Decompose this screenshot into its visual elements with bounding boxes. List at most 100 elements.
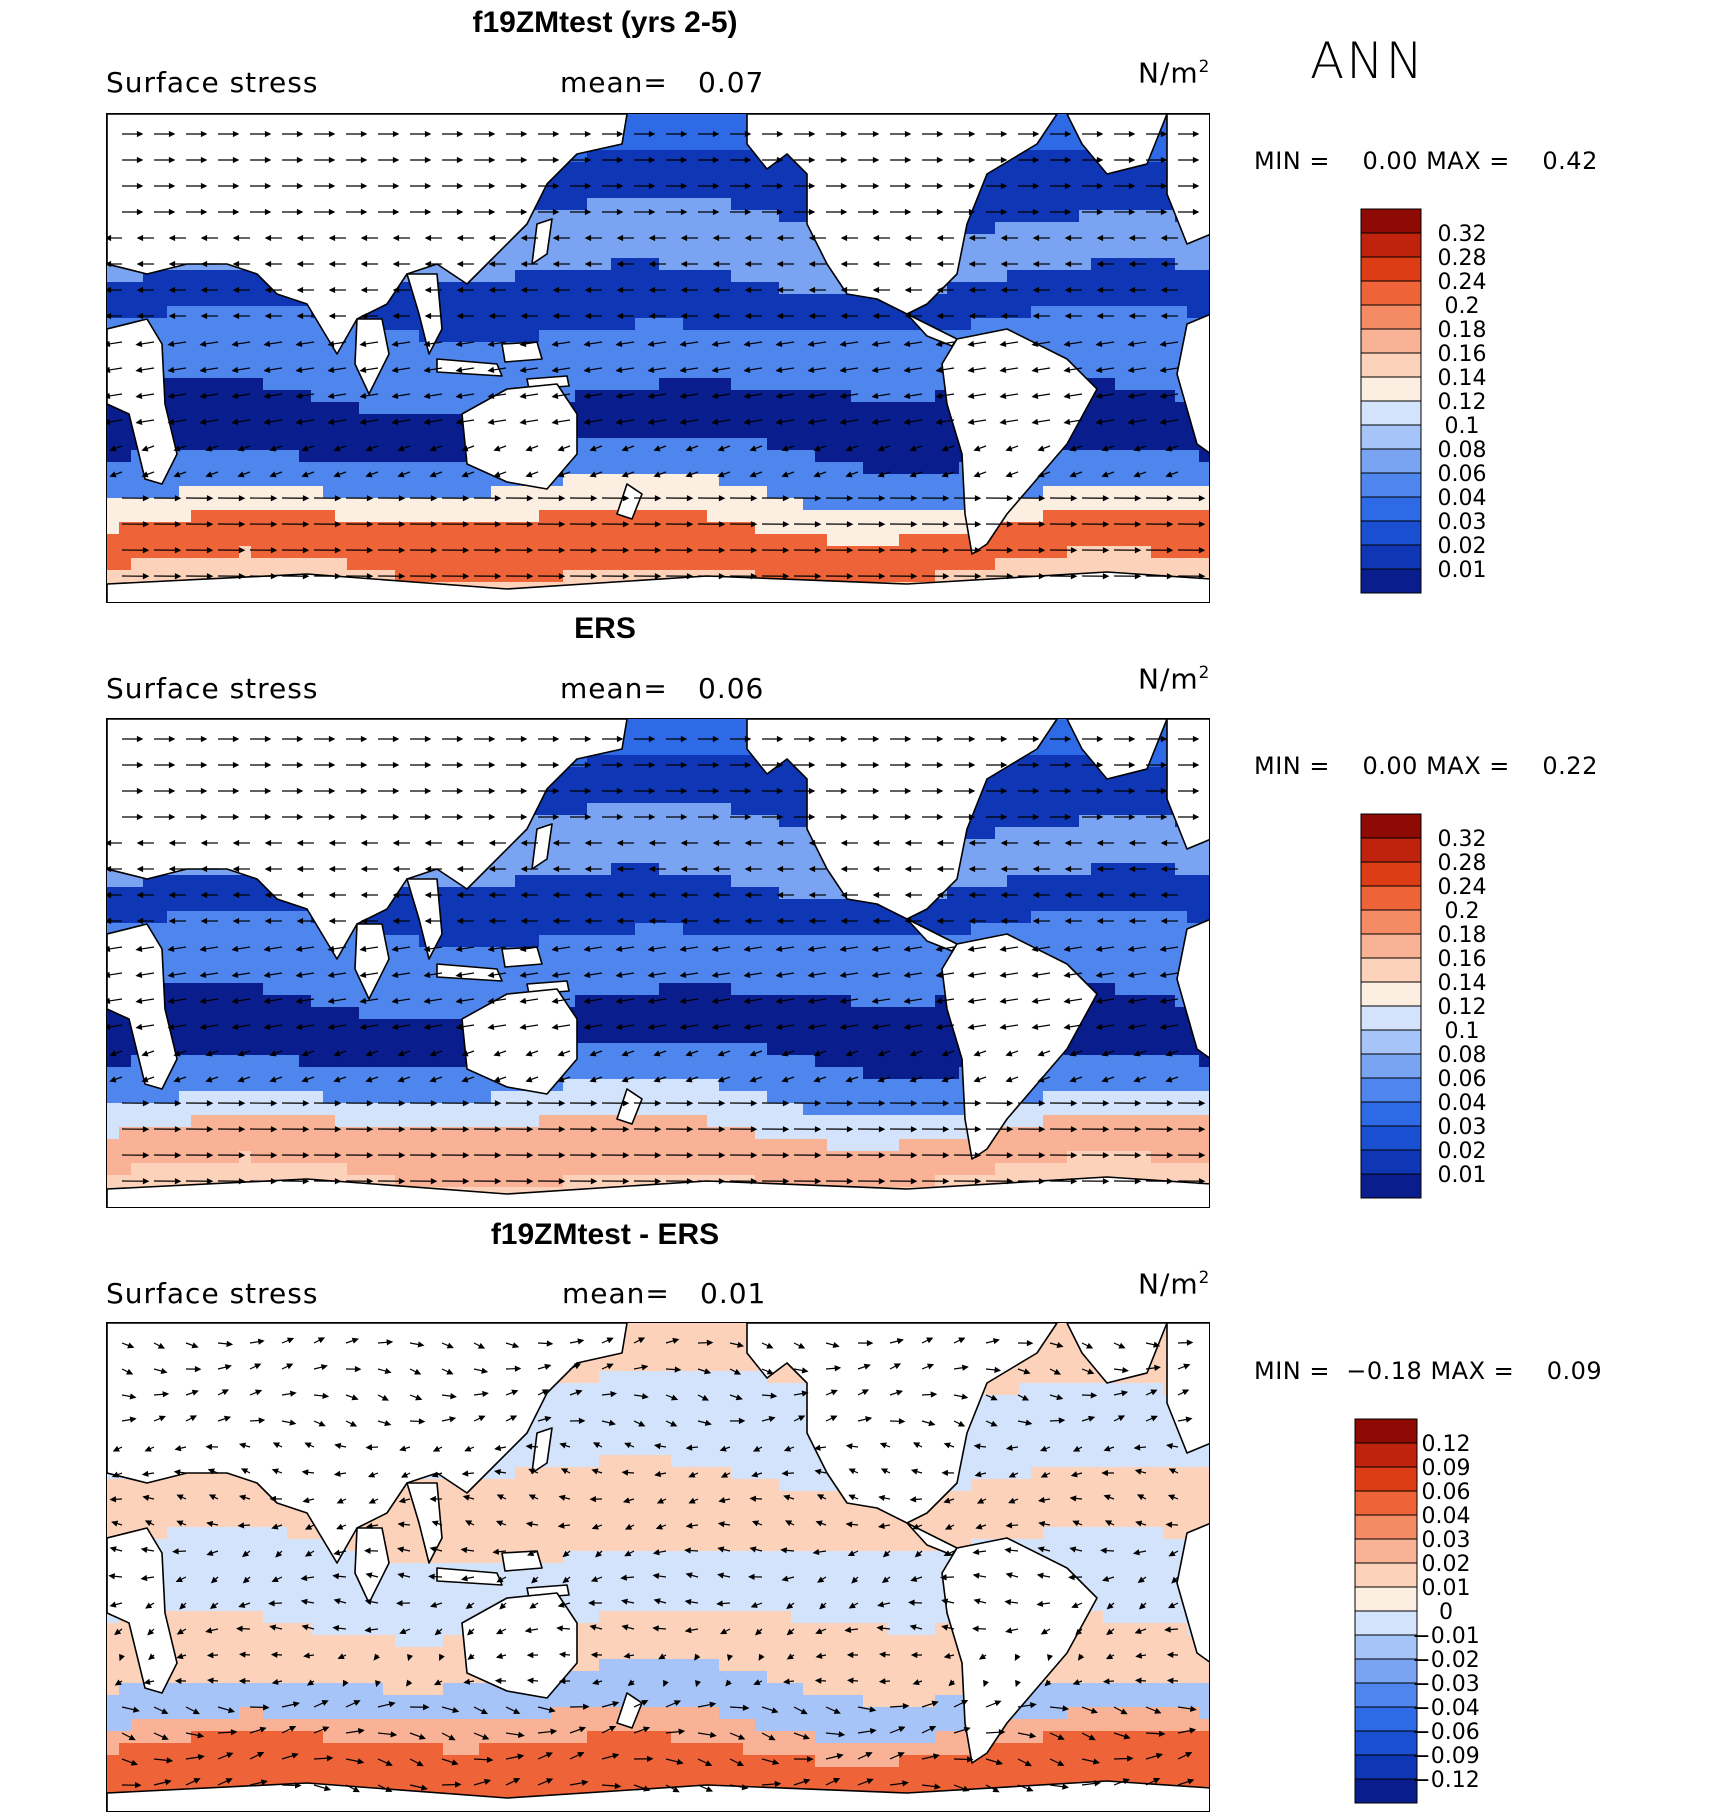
colorbar-swatch	[1354, 1706, 1418, 1732]
colorbar-tick-label: 0.18	[1438, 318, 1487, 343]
colorbar-tick-label: 0.14	[1438, 971, 1487, 996]
panel-3-mean-value: 0.01	[700, 1277, 767, 1310]
coastline	[406, 273, 443, 355]
colorbar-swatch	[1354, 1682, 1418, 1708]
panel-3-variable: Surface stress	[106, 1277, 319, 1310]
colorbar-swatch	[1360, 568, 1422, 594]
coastline	[107, 114, 628, 355]
coastline	[746, 1323, 1058, 1524]
coastline	[107, 318, 178, 485]
coastline	[941, 1537, 1098, 1764]
colorbar-swatch	[1360, 981, 1422, 1007]
colorbar-tick-label: 0.18	[1438, 923, 1487, 948]
colorbar-tick-label: −0.09	[1412, 1744, 1479, 1769]
panel-2-mean-value: 0.06	[698, 672, 765, 705]
panel-2-minmax: MIN = 0.00 MAX = 0.22	[1254, 752, 1598, 780]
coastline	[354, 923, 390, 1000]
season-label: ANN	[1310, 32, 1426, 90]
colorbar-swatch	[1360, 448, 1422, 474]
coastline	[531, 218, 553, 265]
colorbar-swatch	[1360, 957, 1422, 983]
coastline	[616, 1088, 643, 1125]
coastline	[436, 358, 503, 377]
coastline	[1066, 1323, 1168, 1384]
colorbar-swatch	[1360, 837, 1422, 863]
colorbar-swatch	[1354, 1610, 1418, 1636]
coastline	[941, 933, 1098, 1160]
coastline	[461, 1592, 578, 1699]
colorbar-tick-label: 0.32	[1438, 827, 1487, 852]
colorbar-tick-label: −0.06	[1412, 1720, 1479, 1745]
panel-3-minmax: MIN = −0.18 MAX = 0.09	[1254, 1357, 1603, 1385]
colorbar-tick-label: 0.08	[1438, 1043, 1487, 1068]
coastline	[531, 1427, 553, 1474]
panel-2-colorbar: 0.32 0.28 0.24 0.2 0.18 0.16 0.14 0.12 0.1 0.08 0.…	[1360, 813, 1590, 1199]
colorbar-tick-label: 0.12	[1422, 1432, 1471, 1457]
panel-3-title: f19ZMtest - ERS	[490, 1218, 720, 1251]
colorbar-tick-label: 0.24	[1438, 875, 1487, 900]
coastline	[107, 719, 628, 960]
coastline	[616, 1692, 643, 1729]
colorbar-tick-label: 0.06	[1422, 1480, 1471, 1505]
coastline	[461, 988, 578, 1095]
panel-2-variable: Surface stress	[106, 672, 319, 705]
panel-3-units: N/m2	[1138, 1267, 1211, 1301]
colorbar-tick-label: 0.06	[1438, 1067, 1487, 1092]
colorbar-tick-label: 0.12	[1438, 995, 1487, 1020]
colorbar-swatch	[1354, 1634, 1418, 1660]
colorbar-tick-label: 0.02	[1422, 1552, 1471, 1577]
colorbar-tick-label: 0.2	[1445, 294, 1480, 319]
colorbar-tick-label: 0.08	[1438, 438, 1487, 463]
colorbar-swatch	[1360, 472, 1422, 498]
panel-2-map	[106, 718, 1210, 1208]
colorbar-swatch	[1360, 1077, 1422, 1103]
colorbar-swatch	[1354, 1658, 1418, 1684]
colorbar-swatch	[1360, 885, 1422, 911]
colorbar-tick-label: 0.01	[1422, 1576, 1471, 1601]
colorbar-swatch	[1360, 496, 1422, 522]
coastline	[461, 383, 578, 490]
colorbar-swatch	[1360, 813, 1422, 839]
panel-3-mean-label: mean=	[562, 1277, 670, 1310]
colorbar-swatch	[1354, 1418, 1418, 1444]
colorbar-tick-label: 0.32	[1438, 222, 1487, 247]
coastline	[107, 1527, 178, 1694]
colorbar-swatch	[1360, 280, 1422, 306]
colorbar-tick-label: 0.14	[1438, 366, 1487, 391]
colorbar-tick-label: 0.03	[1438, 510, 1487, 535]
panel-1-minmax: MIN = 0.00 MAX = 0.42	[1254, 147, 1598, 175]
coastline	[501, 1550, 543, 1572]
colorbar-swatch	[1360, 1149, 1422, 1175]
colorbar-swatch	[1360, 1053, 1422, 1079]
colorbar-swatch	[1360, 256, 1422, 282]
panel-2-title: ERS	[574, 612, 636, 645]
colorbar-swatch	[1354, 1514, 1418, 1540]
panel-1-variable: Surface stress	[106, 66, 319, 99]
coastline	[1166, 719, 1209, 850]
coastline	[1176, 1522, 1209, 1663]
panel-1-units: N/m2	[1138, 56, 1211, 90]
colorbar-tick-label: 0.01	[1438, 1163, 1487, 1188]
coastline	[107, 923, 178, 1090]
panel-2-units: N/m2	[1138, 662, 1211, 696]
coastline	[1166, 114, 1209, 245]
colorbar-tick-label: 0.03	[1422, 1528, 1471, 1553]
colorbar-swatch	[1360, 909, 1422, 935]
colorbar-swatch	[1354, 1562, 1418, 1588]
colorbar-tick-label: 0.2	[1445, 899, 1480, 924]
colorbar-tick-label: 0.04	[1422, 1504, 1471, 1529]
coastline	[531, 823, 553, 870]
colorbar-swatch	[1354, 1730, 1418, 1756]
colorbar-swatch	[1360, 1125, 1422, 1151]
colorbar-tick-label: −0.04	[1412, 1696, 1479, 1721]
colorbar-swatch	[1354, 1778, 1418, 1804]
colorbar-swatch	[1354, 1586, 1418, 1612]
coastline	[107, 1323, 628, 1564]
colorbar-swatch	[1360, 520, 1422, 546]
panel-1-map	[106, 113, 1210, 603]
colorbar-swatch	[1360, 1173, 1422, 1199]
colorbar-tick-label: 0.16	[1438, 342, 1487, 367]
colorbar-swatch	[1360, 208, 1422, 234]
panel-1-title: f19ZMtest (yrs 2-5)	[472, 6, 738, 39]
colorbar-tick-label: 0.04	[1438, 486, 1487, 511]
